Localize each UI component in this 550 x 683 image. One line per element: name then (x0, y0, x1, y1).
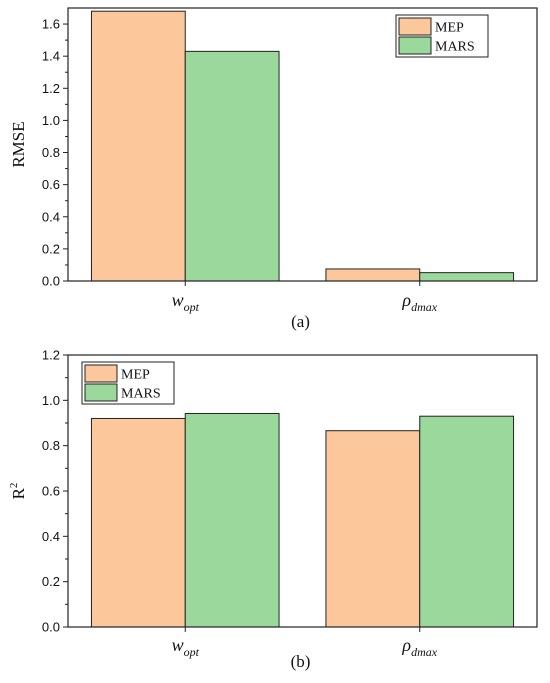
legend-swatch-mep (398, 17, 432, 36)
y-tick-label: 0.2 (42, 574, 60, 589)
bar-mars-opt (184, 50, 280, 282)
x-tick-label-opt: wopt (172, 290, 200, 314)
y-axis-label: R2 (8, 483, 28, 500)
y-tick-label: 1.6 (42, 17, 60, 32)
y-tick-label: 0.8 (42, 145, 60, 160)
x-tick-label-dmax: ρdmax (401, 635, 437, 659)
y-tick-label: 1.4 (42, 49, 60, 64)
x-tick-label-dmax: ρdmax (401, 290, 437, 314)
bar-mep-dmax (325, 268, 421, 282)
y-tick-label: 1.0 (42, 113, 60, 128)
y-tick-label: 1.0 (42, 393, 60, 408)
y-axis-label: RMSE (9, 121, 28, 167)
y-tick-label: 1.2 (42, 348, 60, 363)
y-tick-label: 0.6 (42, 177, 60, 192)
legend: MEP MARS (395, 14, 489, 58)
y-tick-label: 0.2 (42, 241, 60, 256)
panel-label: (a) (291, 312, 310, 331)
bar-mars-dmax (419, 415, 515, 628)
bar-mars-dmax (419, 272, 515, 282)
y-tick-label: 1.2 (42, 81, 60, 96)
legend-swatch-mep (84, 364, 118, 383)
bar-mars-opt (184, 412, 280, 628)
y-tick-label: 0.4 (42, 529, 60, 544)
panel-label: (b) (291, 652, 311, 671)
legend-label-mars: MARS (435, 40, 475, 55)
legend-label-mep: MEP (435, 21, 464, 36)
legend-label-mars: MARS (121, 387, 161, 402)
y-tick-label: 0.0 (42, 620, 60, 635)
bar-mep-opt (90, 10, 186, 282)
chart-panel-b: wopt ρdmax 0.0 0.2 0.4 0.6 0.8 1.0 1.2 R2 (b) MEP MA… (8, 348, 538, 671)
plot-frame (67, 7, 538, 282)
legend-swatch-mars (84, 383, 118, 402)
legend-label-mep: MEP (121, 368, 150, 383)
bar-mep-dmax (325, 430, 421, 628)
legend-swatch-mars (398, 36, 432, 55)
y-tick-label: 0.0 (42, 274, 60, 289)
y-tick-label: 0.6 (42, 484, 60, 499)
y-tick-label: 0.8 (42, 438, 60, 453)
y-tick-label: 0.4 (42, 209, 60, 224)
chart-panel-a: wopt ρdmax 0.0 0.2 0.4 0.6 0.8 1.0 1.2 1.4 1.6 RMSE… (9, 7, 538, 331)
bar-mep-opt (90, 417, 186, 628)
x-tick-label-opt: wopt (172, 635, 200, 659)
legend: MEP MARS (81, 361, 175, 405)
